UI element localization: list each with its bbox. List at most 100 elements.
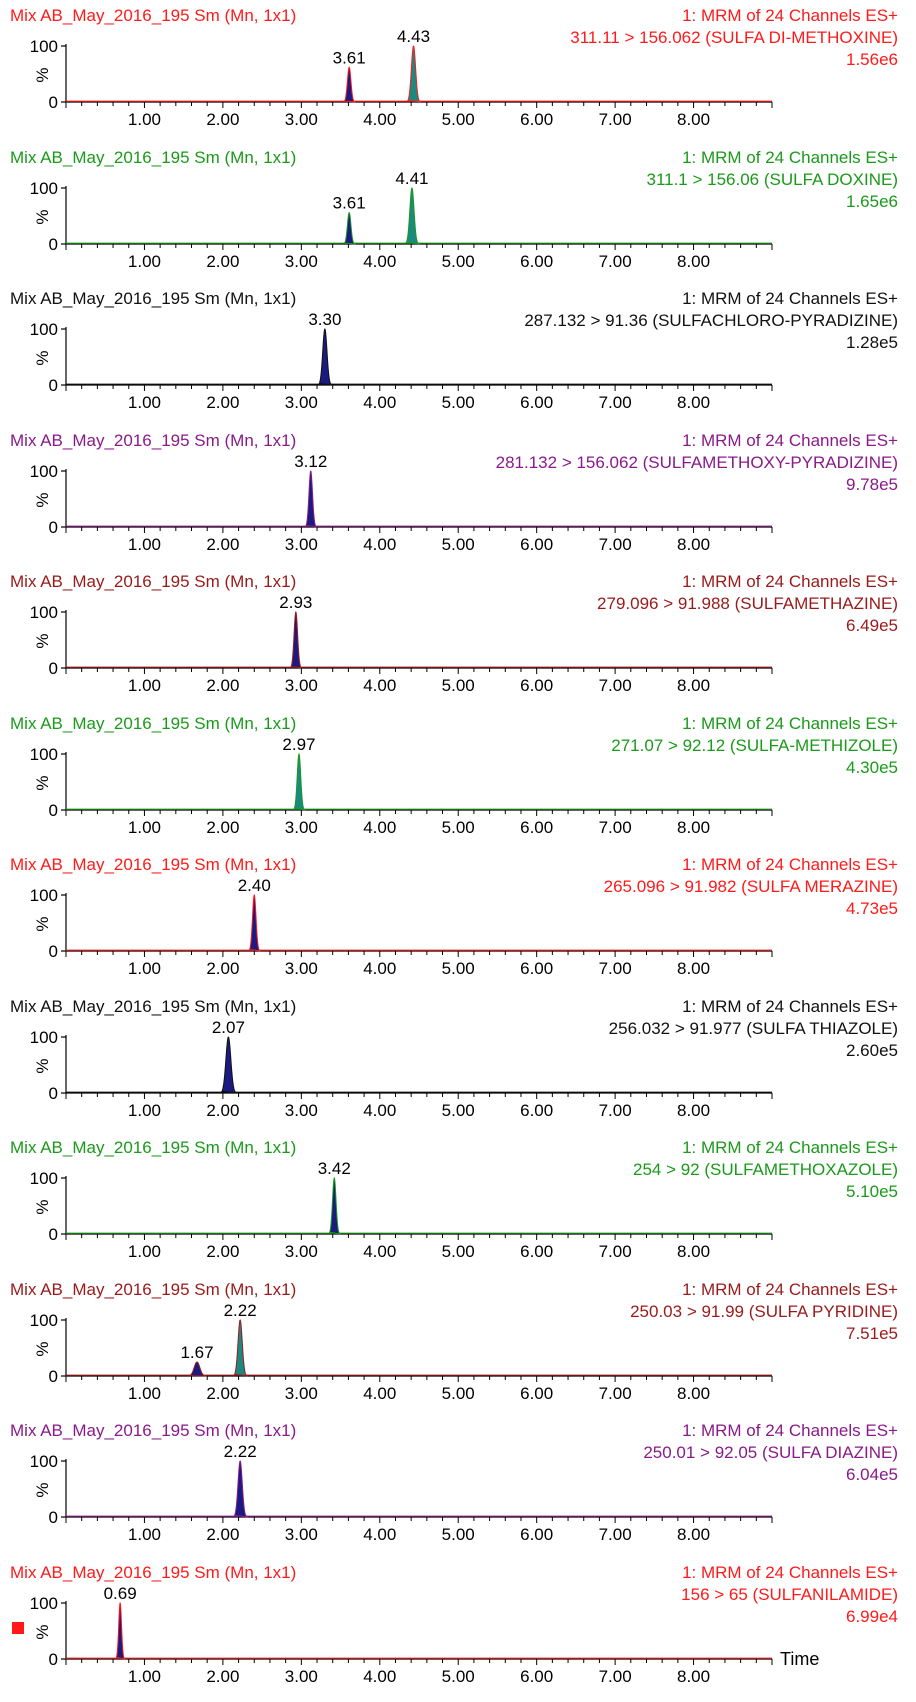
peak-area <box>189 1360 208 1376</box>
channel-label: 1: MRM of 24 Channels ES+ <box>682 996 898 1016</box>
channel-label: 1: MRM of 24 Channels ES+ <box>682 1562 898 1582</box>
x-tick-label: 3.00 <box>285 110 318 129</box>
chromatogram-plot: 0 100% 1.00 2.00 3.00 4.00 5.00 6.00 7.00 8.00 0.6… <box>30 1584 820 1686</box>
peak-rt-label: 3.30 <box>308 310 341 329</box>
x-tick-label: 1.00 <box>128 1384 161 1403</box>
x-tick-label: 3.00 <box>285 818 318 837</box>
chromatogram-panel: Mix AB_May_2016_195 Sm (Mn, 1x1) 1: MRM o… <box>0 1557 916 1698</box>
marker-square-icon <box>12 1621 24 1634</box>
x-tick-label: 2.00 <box>206 1384 239 1403</box>
x-tick-label: 5.00 <box>442 1667 475 1686</box>
x-tick-label: 7.00 <box>599 818 632 837</box>
x-tick-label: 7.00 <box>599 535 632 554</box>
x-tick-label: 2.00 <box>206 393 239 412</box>
x-tick-label: 5.00 <box>442 535 475 554</box>
peak-rt-label: 2.22 <box>224 1301 257 1320</box>
x-tick-label: 3.00 <box>285 252 318 271</box>
peak-area <box>220 1035 238 1093</box>
y-axis-label: % <box>33 492 52 507</box>
x-tick-label: 5.00 <box>442 818 475 837</box>
channel-label: 1: MRM of 24 Channels ES+ <box>682 430 898 450</box>
transition-label: 271.07 > 92.12 (SULFA-METHIZOLE) <box>611 735 898 755</box>
peak-rt-label: 2.40 <box>238 876 271 895</box>
transition-label: 279.096 > 91.988 (SULFAMETHAZINE) <box>597 594 898 613</box>
transition-label: 265.096 > 91.982 (SULFA MERAZINE) <box>603 877 898 896</box>
x-tick-label: 2.00 <box>206 252 239 271</box>
y-tick-label: 0 <box>49 1650 58 1669</box>
y-axis-label: % <box>33 916 52 931</box>
intensity-label: 6.49e5 <box>846 616 898 635</box>
chromatogram-plot: 0 100% 1.00 2.00 3.00 4.00 5.00 6.00 7.00 8.00 2.9… <box>30 735 773 837</box>
transition-label: 281.132 > 156.062 (SULFAMETHOXY-PYRADIZI… <box>495 452 898 472</box>
x-tick-label: 6.00 <box>520 252 553 271</box>
x-tick-label: 4.00 <box>363 110 396 129</box>
x-tick-label: 8.00 <box>677 1242 710 1261</box>
x-tick-label: 3.00 <box>285 676 318 695</box>
x-tick-label: 5.00 <box>442 393 475 412</box>
transition-label: 256.032 > 91.977 (SULFA THIAZOLE) <box>608 1018 898 1038</box>
x-tick-label: 3.00 <box>285 1525 318 1544</box>
x-tick-label: 7.00 <box>599 1384 632 1403</box>
x-tick-label: 8.00 <box>677 959 710 978</box>
channel-label: 1: MRM of 24 Channels ES+ <box>682 147 898 167</box>
y-tick-label: 100 <box>30 1311 58 1330</box>
x-tick-label: 8.00 <box>677 535 710 554</box>
peak-area <box>407 45 422 103</box>
intensity-label: 4.73e5 <box>846 899 898 918</box>
x-tick-label: 8.00 <box>677 110 710 129</box>
peak-area <box>115 1601 126 1659</box>
peak-area <box>233 1460 248 1518</box>
x-tick-label: 1.00 <box>128 1667 161 1686</box>
x-tick-label: 5.00 <box>442 1242 475 1261</box>
chromatogram-plot: 0 100% 1.00 2.00 3.00 4.00 5.00 6.00 7.00 8.00 3.6… <box>30 169 773 271</box>
x-tick-label: 1.00 <box>128 393 161 412</box>
transition-label: 250.01 > 92.05 (SULFA DIAZINE) <box>643 1443 898 1462</box>
x-tick-label: 4.00 <box>363 535 396 554</box>
y-axis-label: % <box>33 350 52 365</box>
sample-title: Mix AB_May_2016_195 Sm (Mn, 1x1) <box>10 855 297 874</box>
x-tick-label: 3.00 <box>285 535 318 554</box>
channel-label: 1: MRM of 24 Channels ES+ <box>682 572 898 591</box>
y-tick-label: 0 <box>49 376 58 395</box>
y-tick-label: 100 <box>30 1452 58 1471</box>
x-tick-label: 1.00 <box>128 1242 161 1261</box>
x-tick-label: 3.00 <box>285 1242 318 1261</box>
x-tick-label: 8.00 <box>677 1384 710 1403</box>
sample-title: Mix AB_May_2016_195 Sm (Mn, 1x1) <box>10 996 297 1016</box>
x-tick-label: 7.00 <box>599 110 632 129</box>
chromatogram-plot: 0 100% 1.00 2.00 3.00 4.00 5.00 6.00 7.00 8.00 3.1… <box>30 452 773 554</box>
x-tick-label: 1.00 <box>128 252 161 271</box>
x-tick-label: 1.00 <box>128 1525 161 1544</box>
chromatogram-panel: Mix AB_May_2016_195 Sm (Mn, 1x1) 1: MRM o… <box>0 283 916 424</box>
y-tick-label: 0 <box>49 942 58 961</box>
x-tick-label: 1.00 <box>128 959 161 978</box>
transition-label: 311.11 > 156.062 (SULFA DI-METHOXINE) <box>570 28 898 47</box>
intensity-label: 1.56e6 <box>846 50 898 69</box>
transition-label: 287.132 > 91.36 (SULFACHLORO-PYRADIZINE) <box>524 311 898 330</box>
channel-label: 1: MRM of 24 Channels ES+ <box>682 1279 898 1299</box>
x-tick-label: 8.00 <box>677 1101 710 1120</box>
peak-rt-label: 3.61 <box>333 193 366 212</box>
x-tick-label: 5.00 <box>442 1384 475 1403</box>
intensity-label: 2.60e5 <box>846 1040 898 1060</box>
peak-rt-label: 0.69 <box>104 1584 137 1603</box>
intensity-label: 1.28e5 <box>846 333 898 352</box>
x-tick-label: 4.00 <box>363 1667 396 1686</box>
intensity-label: 9.78e5 <box>846 474 898 494</box>
x-tick-label: 6.00 <box>520 1101 553 1120</box>
y-axis-label: % <box>33 775 52 790</box>
peak-rt-label: 2.93 <box>279 593 312 612</box>
x-tick-label: 8.00 <box>677 818 710 837</box>
channel-label: 1: MRM of 24 Channels ES+ <box>682 289 898 308</box>
x-tick-label: 6.00 <box>520 818 553 837</box>
chromatogram-panel: Mix AB_May_2016_195 Sm (Mn, 1x1) 1: MRM o… <box>0 1415 916 1556</box>
x-tick-label: 6.00 <box>520 393 553 412</box>
x-tick-label: 5.00 <box>442 252 475 271</box>
x-tick-label: 1.00 <box>128 818 161 837</box>
x-tick-label: 3.00 <box>285 1384 318 1403</box>
peak-area <box>405 186 420 244</box>
sample-title: Mix AB_May_2016_195 Sm (Mn, 1x1) <box>10 1421 297 1440</box>
x-tick-label: 8.00 <box>677 1667 710 1686</box>
sample-title: Mix AB_May_2016_195 Sm (Mn, 1x1) <box>10 430 297 450</box>
peak-rt-label: 4.41 <box>395 169 428 188</box>
